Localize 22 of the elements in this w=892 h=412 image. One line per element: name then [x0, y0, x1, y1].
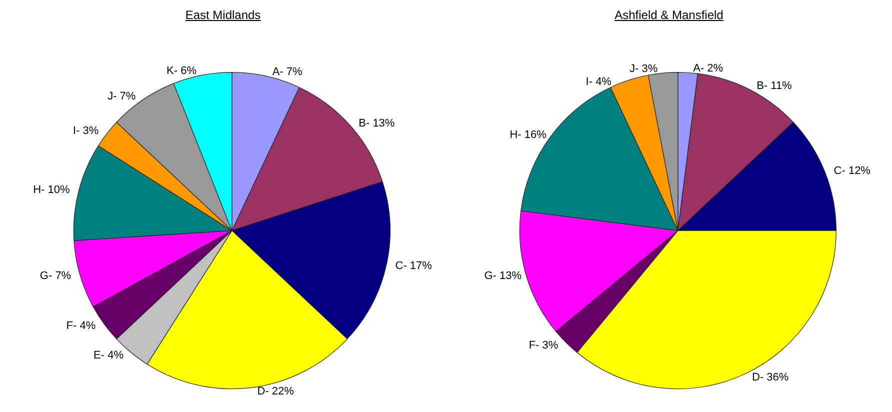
slice-label: C- 12% [834, 164, 871, 177]
chart-title: East Midlands [184, 8, 262, 22]
slice-label: D- 36% [752, 371, 789, 384]
slice-label: E- 4% [94, 350, 124, 362]
slice-label: D- 22% [257, 386, 294, 398]
slice-label: A- 7% [272, 66, 302, 78]
slice-label: F- 4% [66, 320, 96, 332]
slice-label: G- 7% [40, 270, 72, 282]
slice-label: F- 3% [528, 339, 558, 352]
chart-title: Ashfield & Mansfield [614, 8, 724, 22]
slice-label: I- 3% [73, 125, 99, 138]
slice-label: J- 3% [630, 63, 658, 76]
slice-label: J- 7% [108, 90, 136, 102]
slice-label: C- 17% [395, 260, 432, 272]
slice-label: H- 16% [510, 129, 547, 142]
slice-label: B- 11% [756, 80, 792, 92]
slice-label: I- 4% [586, 76, 612, 88]
slice-label: H- 10% [33, 184, 70, 196]
slice-label: G- 13% [484, 270, 522, 282]
slice-label: K- 6% [166, 65, 197, 78]
slice-label: A- 2% [693, 62, 724, 75]
slice-label: B- 13% [358, 117, 395, 130]
